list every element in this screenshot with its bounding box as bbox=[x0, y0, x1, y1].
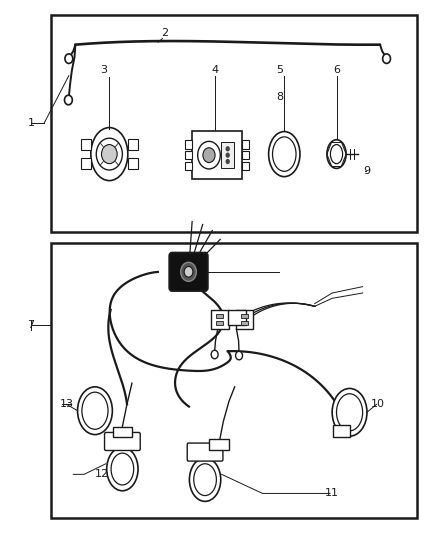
Bar bbox=[216, 321, 223, 325]
Ellipse shape bbox=[189, 458, 221, 502]
FancyBboxPatch shape bbox=[113, 426, 132, 437]
Text: 13: 13 bbox=[60, 399, 74, 409]
Bar bbox=[242, 161, 249, 170]
Text: 7: 7 bbox=[28, 320, 35, 330]
Bar bbox=[51, 14, 417, 232]
FancyBboxPatch shape bbox=[228, 310, 246, 325]
Ellipse shape bbox=[327, 140, 346, 168]
Circle shape bbox=[226, 152, 230, 158]
FancyBboxPatch shape bbox=[236, 310, 253, 329]
Bar bbox=[81, 158, 91, 169]
Text: 8: 8 bbox=[276, 92, 283, 102]
Bar bbox=[221, 142, 234, 168]
Ellipse shape bbox=[91, 127, 128, 181]
Circle shape bbox=[184, 266, 193, 277]
Circle shape bbox=[181, 262, 196, 281]
Ellipse shape bbox=[82, 392, 108, 429]
Circle shape bbox=[102, 144, 117, 164]
FancyBboxPatch shape bbox=[209, 439, 229, 450]
Text: 6: 6 bbox=[333, 66, 340, 75]
Ellipse shape bbox=[272, 137, 296, 171]
Text: 2: 2 bbox=[161, 28, 168, 38]
Ellipse shape bbox=[332, 389, 367, 436]
Ellipse shape bbox=[194, 464, 216, 496]
Text: 1: 1 bbox=[28, 118, 35, 128]
FancyBboxPatch shape bbox=[333, 424, 350, 437]
Bar bbox=[128, 158, 138, 169]
Text: 11: 11 bbox=[325, 488, 339, 498]
Circle shape bbox=[65, 54, 73, 63]
Bar bbox=[81, 139, 91, 150]
Bar bbox=[192, 131, 242, 179]
Circle shape bbox=[383, 54, 391, 63]
Ellipse shape bbox=[268, 132, 300, 176]
Bar bbox=[51, 243, 417, 519]
Circle shape bbox=[236, 351, 243, 360]
Bar bbox=[241, 314, 248, 318]
Bar bbox=[216, 314, 223, 318]
FancyBboxPatch shape bbox=[105, 432, 140, 450]
Circle shape bbox=[211, 350, 218, 359]
Bar bbox=[242, 151, 249, 159]
Ellipse shape bbox=[111, 453, 134, 485]
Text: 12: 12 bbox=[95, 470, 109, 479]
FancyBboxPatch shape bbox=[187, 443, 223, 461]
Circle shape bbox=[64, 95, 72, 105]
Bar bbox=[128, 139, 138, 150]
Bar bbox=[185, 151, 192, 159]
Bar bbox=[185, 161, 192, 170]
Ellipse shape bbox=[78, 387, 113, 434]
Circle shape bbox=[226, 159, 230, 164]
Bar bbox=[185, 140, 192, 149]
FancyBboxPatch shape bbox=[211, 310, 229, 329]
Text: 10: 10 bbox=[371, 399, 385, 409]
Text: 5: 5 bbox=[276, 66, 283, 75]
Circle shape bbox=[198, 141, 220, 169]
Text: 9: 9 bbox=[364, 166, 371, 176]
Circle shape bbox=[226, 146, 230, 151]
Ellipse shape bbox=[107, 447, 138, 491]
Bar bbox=[241, 321, 248, 325]
Circle shape bbox=[96, 138, 122, 170]
Ellipse shape bbox=[330, 144, 343, 164]
FancyBboxPatch shape bbox=[170, 253, 208, 291]
Bar bbox=[242, 140, 249, 149]
Text: 3: 3 bbox=[100, 66, 107, 75]
Circle shape bbox=[203, 148, 215, 163]
Text: 4: 4 bbox=[211, 66, 218, 75]
Ellipse shape bbox=[336, 394, 363, 431]
